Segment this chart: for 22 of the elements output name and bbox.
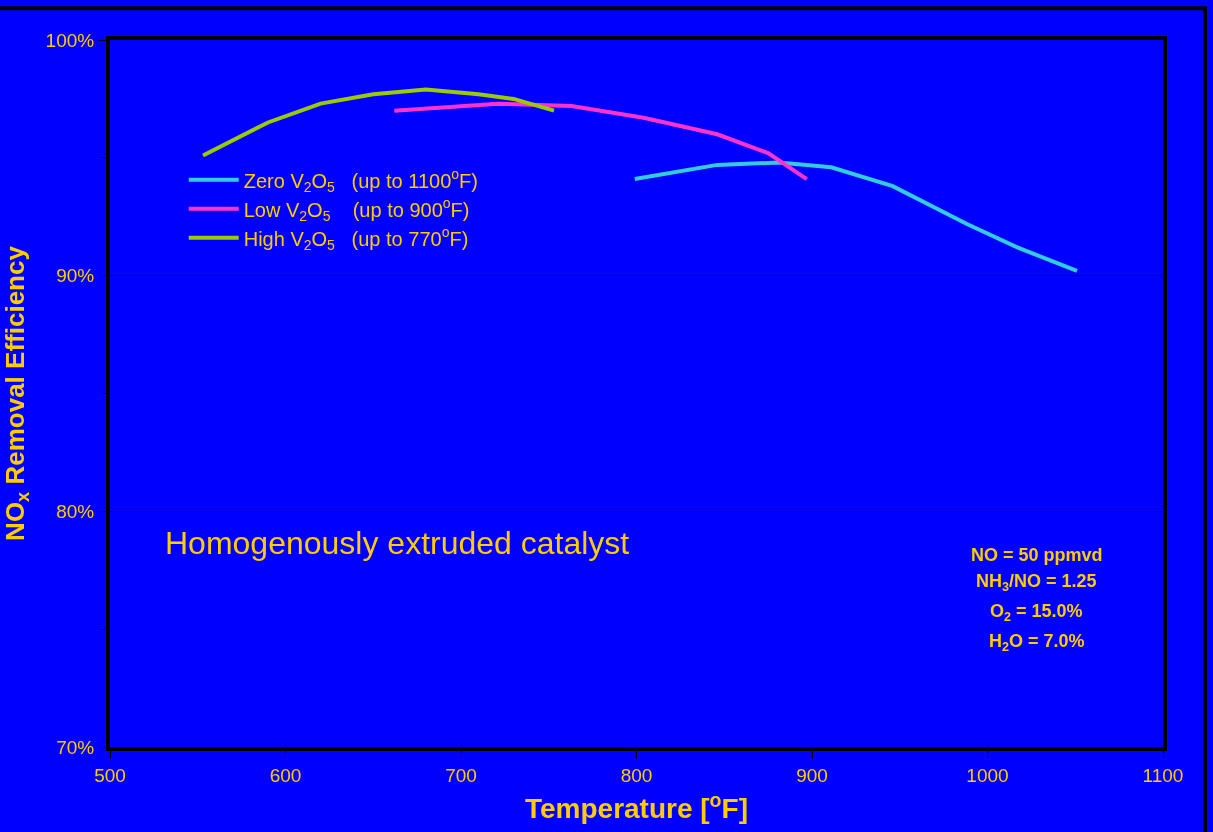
y-tick-label: 70% <box>56 736 95 758</box>
annotation: NH$_{3}$/NO = 1.25 <box>976 571 1097 594</box>
x-tick-label: 900 <box>796 764 828 786</box>
y-tick-label: 90% <box>56 265 95 287</box>
annotation: Homogenously extruded catalyst <box>165 525 630 561</box>
x-tick-label: 700 <box>445 764 477 786</box>
x-tick-label: 1000 <box>966 764 1009 786</box>
x-tick-label: 1100 <box>1142 764 1184 786</box>
legend-label: Zero V$_{2}$O$_{5}$ (up to 1100$^{o}$F) <box>243 166 478 195</box>
x-tick-label: 600 <box>269 764 302 786</box>
text: Low V$_{2}$O$_{5}$ (up to 900$^{o}$F) <box>243 195 470 224</box>
x-axis-title: Temperature [$^{o}$F] <box>524 788 749 825</box>
annotation: H$_{2}$O = 7.0% <box>989 631 1085 654</box>
line-series <box>632 160 1079 273</box>
x-tick-label: 500 <box>94 764 126 786</box>
y-tick-label: 80% <box>56 500 95 522</box>
y-tick-label: 100% <box>45 29 95 51</box>
x-tick-label: 800 <box>620 764 653 786</box>
annotation: NO = 50 ppmvd <box>971 545 1103 565</box>
annotation: O$_{2}$ = 15.0% <box>990 601 1083 624</box>
line-series <box>201 87 557 158</box>
legend-label: High V$_{2}$O$_{5}$ (up to 770$^{o}$F) <box>243 224 469 253</box>
